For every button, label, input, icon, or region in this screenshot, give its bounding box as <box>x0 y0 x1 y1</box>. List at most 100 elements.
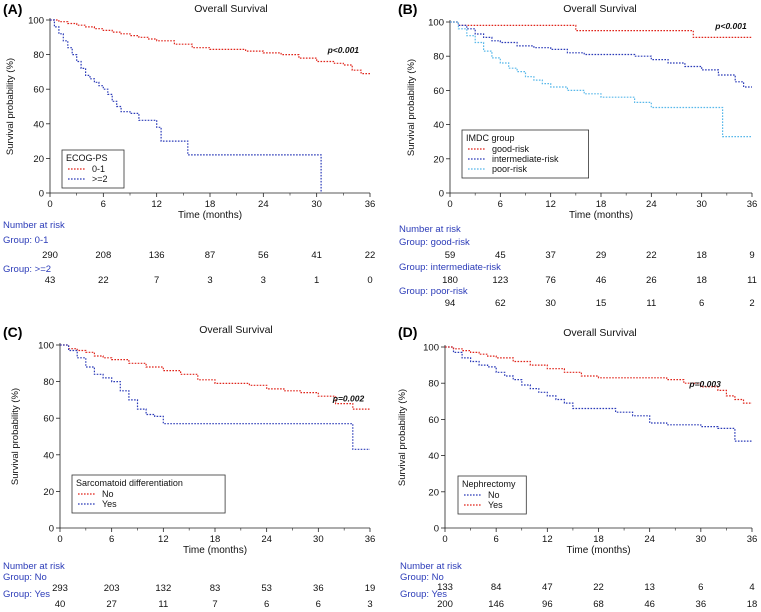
risk-group-label: Group: Yes <box>3 589 50 600</box>
panel-label: (D) <box>398 324 417 340</box>
y-tick-label: 100 <box>28 16 44 27</box>
risk-count: 47 <box>542 582 553 593</box>
risk-count: 293 <box>52 583 68 594</box>
legend-entry: Yes <box>488 500 503 510</box>
risk-count: 41 <box>311 250 322 261</box>
risk-count: 45 <box>495 250 506 261</box>
risk-count: 290 <box>42 250 58 261</box>
legend-box <box>71 474 226 514</box>
x-tick-label: 24 <box>646 199 657 210</box>
y-tick-label: 60 <box>33 85 44 96</box>
x-tick-label: 30 <box>696 534 707 545</box>
legend-entry: Yes <box>102 499 117 509</box>
legend-entry: >=2 <box>92 174 108 184</box>
chart-title: Overall Survival <box>563 3 637 15</box>
risk-count: 46 <box>644 599 655 610</box>
risk-group-label: Group: Yes <box>400 589 447 600</box>
legend-title: Sarcomatoid differentiation <box>76 478 183 488</box>
legend-title: IMDC group <box>466 133 515 143</box>
risk-count: 133 <box>437 582 453 593</box>
y-tick-label: 100 <box>38 341 54 352</box>
risk-count: 84 <box>491 582 502 593</box>
risk-group-label: Group: good-risk <box>399 237 470 248</box>
risk-count: 180 <box>442 275 458 286</box>
risk-count: 27 <box>106 599 117 610</box>
risk-count: 22 <box>98 275 109 286</box>
legend-title: Nephrectomy <box>462 479 516 489</box>
risk-count: 0 <box>367 275 372 286</box>
risk-count: 56 <box>258 250 269 261</box>
x-tick-label: 18 <box>210 534 221 545</box>
risk-count: 22 <box>365 250 376 261</box>
risk-count: 36 <box>696 599 707 610</box>
x-tick-label: 30 <box>696 199 707 210</box>
legend-title: ECOG-PS <box>66 153 108 163</box>
y-tick-label: 80 <box>33 50 44 61</box>
y-tick-label: 100 <box>428 18 444 29</box>
risk-count: 62 <box>495 298 506 309</box>
risk-count: 3 <box>207 275 212 286</box>
risk-count: 7 <box>212 599 217 610</box>
risk-count: 18 <box>696 275 707 286</box>
y-tick-label: 60 <box>433 86 444 97</box>
x-axis-label: Time (months) <box>178 210 242 221</box>
x-tick-label: 12 <box>158 534 169 545</box>
risk-count: 36 <box>313 583 324 594</box>
y-axis-label: Survival probability (%) <box>406 59 417 156</box>
risk-count: 22 <box>646 250 657 261</box>
x-tick-label: 36 <box>747 199 758 210</box>
x-tick-label: 12 <box>542 534 553 545</box>
legend-entry: 0-1 <box>92 164 105 174</box>
survival-curve <box>450 21 752 138</box>
survival-curve <box>445 346 752 442</box>
risk-group-label: Group: No <box>3 572 47 583</box>
risk-count: 18 <box>747 599 758 610</box>
x-tick-label: 18 <box>205 199 216 210</box>
p-value-label: p=0.003 <box>688 379 721 389</box>
risk-group-label: Group: No <box>400 572 444 583</box>
y-tick-label: 80 <box>43 377 54 388</box>
risk-count: 6 <box>698 582 703 593</box>
risk-count: 37 <box>545 250 556 261</box>
panel-label: (B) <box>398 1 417 17</box>
risk-table-title: Number at risk <box>3 220 65 231</box>
y-tick-label: 20 <box>428 487 439 498</box>
x-tick-label: 6 <box>109 534 114 545</box>
risk-count: 18 <box>696 250 707 261</box>
survival-curve <box>450 21 752 88</box>
survival-curve <box>50 19 322 193</box>
x-tick-label: 12 <box>545 199 556 210</box>
risk-count: 94 <box>445 298 456 309</box>
x-tick-label: 36 <box>365 199 376 210</box>
survival-curve <box>50 19 370 75</box>
risk-count: 13 <box>644 582 655 593</box>
x-tick-label: 36 <box>747 534 758 545</box>
risk-count: 7 <box>154 275 159 286</box>
x-tick-label: 0 <box>57 534 62 545</box>
km-panel: (D) Overall Survival 0 20 40 60 80 100 0 6 12 18 24 3… <box>397 324 757 610</box>
risk-group-label: Group: 0-1 <box>3 235 48 246</box>
y-tick-label: 40 <box>428 451 439 462</box>
legend-entry: intermediate-risk <box>492 154 559 164</box>
risk-count: 15 <box>596 298 607 309</box>
y-tick-label: 80 <box>433 52 444 63</box>
risk-count: 1 <box>314 275 319 286</box>
y-tick-label: 20 <box>43 487 54 498</box>
x-tick-label: 0 <box>447 199 452 210</box>
chart-title: Overall Survival <box>194 3 268 15</box>
y-tick-label: 0 <box>39 189 44 200</box>
risk-count: 26 <box>646 275 657 286</box>
y-tick-label: 40 <box>433 120 444 131</box>
risk-count: 59 <box>445 250 456 261</box>
km-panel: (B) Overall Survival 0 20 40 60 80 100 0 6 12 18 24 3… <box>398 1 757 309</box>
risk-count: 30 <box>545 298 556 309</box>
risk-count: 11 <box>158 599 168 610</box>
y-tick-label: 20 <box>33 154 44 165</box>
survival-curve <box>60 344 370 450</box>
risk-count: 40 <box>55 599 66 610</box>
risk-count: 123 <box>492 275 508 286</box>
risk-group-label: Group: intermediate-risk <box>399 262 501 273</box>
risk-count: 87 <box>205 250 216 261</box>
risk-count: 76 <box>545 275 556 286</box>
